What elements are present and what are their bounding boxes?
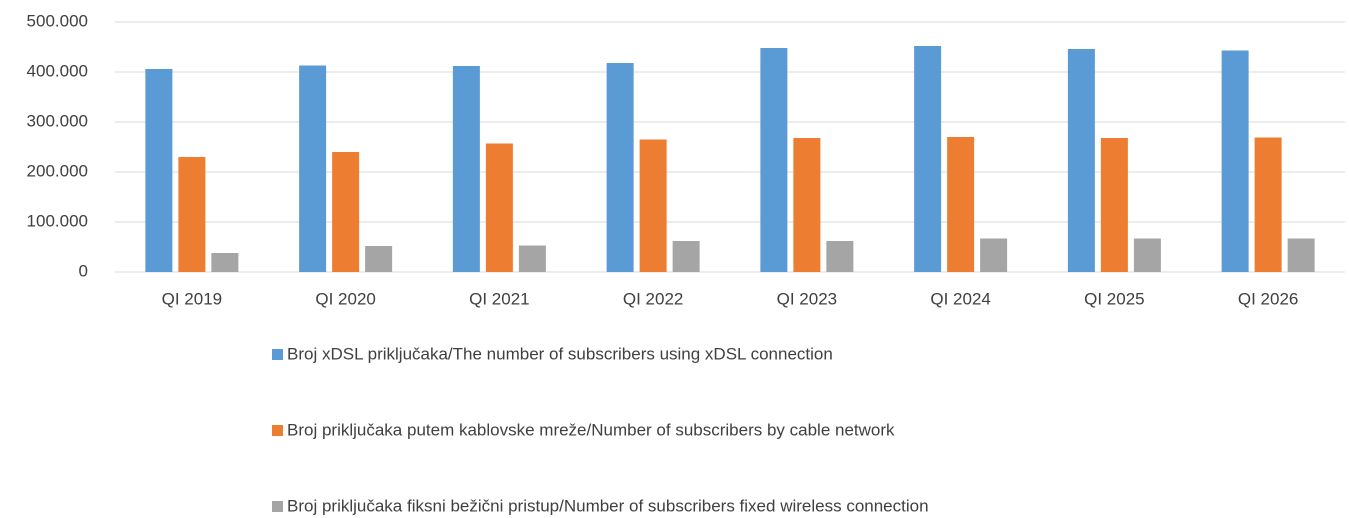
x-tick-label: QI 2026 <box>1238 289 1299 308</box>
y-tick-label: 0 <box>79 261 88 280</box>
bar <box>672 241 700 272</box>
bar <box>1254 137 1282 272</box>
bar <box>485 143 513 272</box>
bar <box>639 139 667 272</box>
bar <box>452 66 480 272</box>
bar <box>947 137 975 272</box>
legend-label: Broj xDSL priključaka/The number of subs… <box>287 344 833 363</box>
x-tick-label: QI 2019 <box>162 289 223 308</box>
bar <box>793 138 821 272</box>
bar <box>760 48 788 272</box>
y-tick-label: 400.000 <box>27 61 88 80</box>
legend-label: Broj priključaka putem kablovske mreže/N… <box>287 420 895 439</box>
x-tick-label: QI 2024 <box>930 289 991 308</box>
bar <box>1287 238 1315 272</box>
bar <box>1067 49 1095 272</box>
bar <box>980 238 1008 272</box>
y-tick-label: 200.000 <box>27 161 88 180</box>
bar <box>145 69 173 272</box>
bar <box>606 63 634 272</box>
x-tick-label: QI 2020 <box>315 289 376 308</box>
bar <box>826 241 854 272</box>
bar <box>365 246 393 272</box>
y-tick-label: 300.000 <box>27 111 88 130</box>
bar <box>1221 50 1249 272</box>
bar <box>178 157 206 272</box>
y-tick-label: 100.000 <box>27 211 88 230</box>
bar <box>332 152 360 272</box>
bar <box>211 253 239 272</box>
bar <box>1100 138 1128 272</box>
legend-swatch <box>272 501 283 512</box>
legend-swatch <box>272 425 283 436</box>
x-tick-label: QI 2021 <box>469 289 530 308</box>
legend-label: Broj priključaka fiksni bežični pristup/… <box>287 496 929 515</box>
x-tick-label: QI 2022 <box>623 289 684 308</box>
legend-swatch <box>272 349 283 360</box>
x-tick-label: QI 2023 <box>777 289 838 308</box>
bar <box>518 245 546 272</box>
y-tick-label: 500.000 <box>27 11 88 30</box>
bar <box>914 46 942 272</box>
bar <box>299 65 327 272</box>
x-tick-label: QI 2025 <box>1084 289 1145 308</box>
bar <box>1133 238 1161 272</box>
